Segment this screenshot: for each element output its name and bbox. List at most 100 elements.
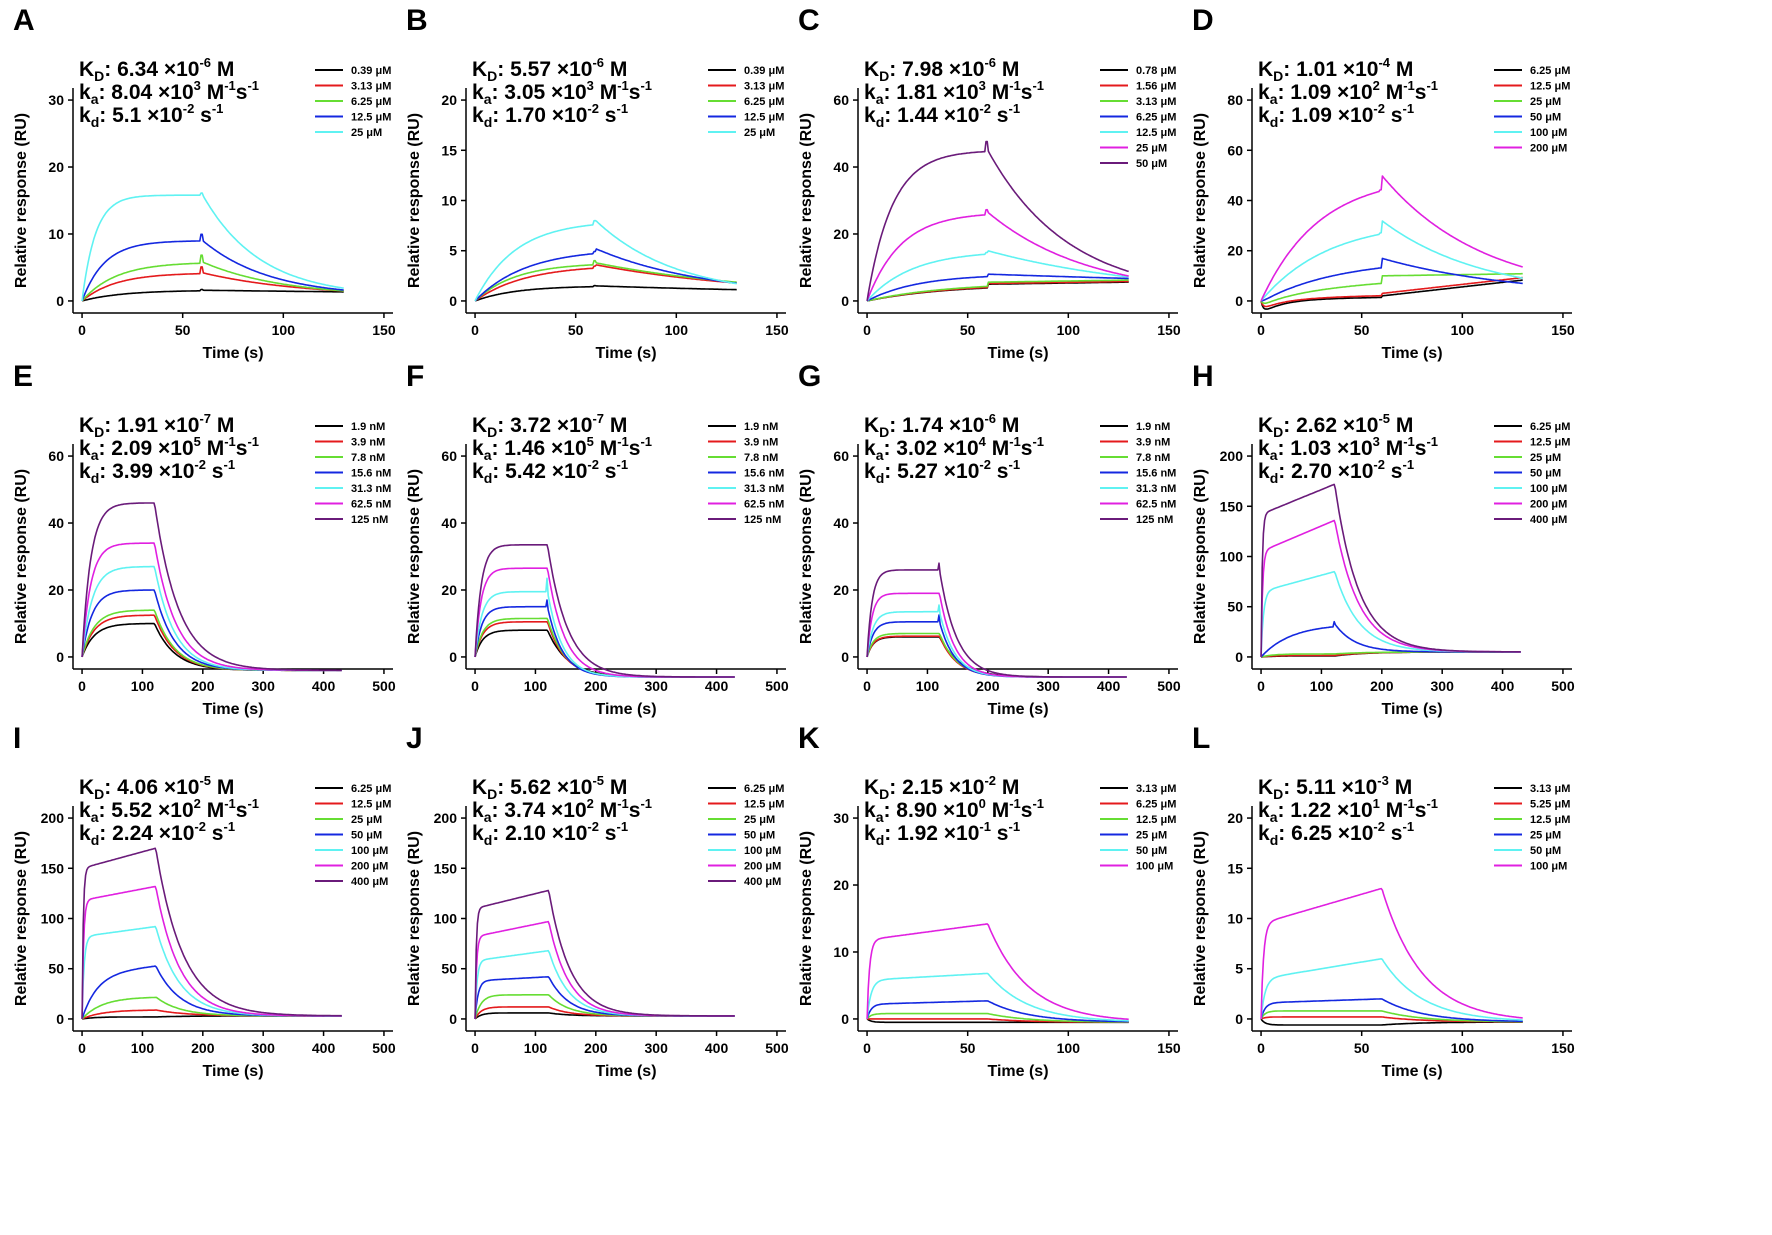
annotation-part: : 6.34 ×10 bbox=[104, 58, 199, 81]
series-line bbox=[866, 562, 1127, 678]
x-tick-label: 200 bbox=[584, 1040, 608, 1056]
x-tick-label: 0 bbox=[78, 1040, 86, 1056]
y-tick-label: 100 bbox=[41, 911, 65, 927]
legend-label: 6.25 μM bbox=[351, 96, 391, 108]
panel-h: H 0 100 200 300 400 500 0 50 100 150 200 Time (s) Rel… bbox=[1192, 360, 1575, 718]
y-tick-label: 60 bbox=[48, 448, 64, 464]
series-line bbox=[474, 577, 735, 678]
x-tick-label: 150 bbox=[1157, 1040, 1181, 1056]
annotation-part: D bbox=[879, 786, 889, 802]
annotation-part: k bbox=[472, 437, 484, 460]
annotation-part: -2 bbox=[1373, 457, 1385, 472]
ka-annotation: ka: 2.09 ×105 M-1s-1 bbox=[79, 434, 259, 463]
annotation-part: : 1.70 ×10 bbox=[492, 104, 587, 127]
y-tick-label: 60 bbox=[833, 448, 849, 464]
legend-label: 12.5 μM bbox=[744, 112, 784, 124]
annotation-part: -1 bbox=[1008, 457, 1020, 472]
annotation-part: : 8.04 ×10 bbox=[98, 81, 193, 104]
annotation-part: -5 bbox=[592, 773, 604, 788]
legend-label: 100 μM bbox=[744, 845, 781, 857]
x-tick-label: 200 bbox=[191, 678, 215, 694]
x-tick-label: 300 bbox=[645, 1040, 669, 1056]
legend-label: 125 nM bbox=[1136, 514, 1173, 526]
kd-annotation: KD: 2.62 ×10-5 M bbox=[1258, 411, 1413, 440]
kd-annotation: KD: 7.98 ×10-6 M bbox=[864, 55, 1019, 84]
annotation-part: k bbox=[472, 81, 484, 104]
y-tick-label: 20 bbox=[441, 92, 457, 108]
x-tick-label: 500 bbox=[765, 678, 789, 694]
x-tick-label: 50 bbox=[175, 322, 191, 338]
y-tick-label: 0 bbox=[449, 293, 457, 309]
x-tick-label: 300 bbox=[1037, 678, 1061, 694]
kdiss-annotation: kd: 6.25 ×10-2 s-1 bbox=[1258, 819, 1414, 848]
annotation-part: : 1.91 ×10 bbox=[104, 414, 199, 437]
annotation-part: K bbox=[79, 414, 94, 437]
y-tick-label: 50 bbox=[1227, 599, 1243, 615]
annotation-part: -2 bbox=[979, 457, 991, 472]
legend-label: 12.5 μM bbox=[1136, 127, 1176, 139]
annotation-part: k bbox=[79, 460, 91, 483]
legend-label: 1.9 nM bbox=[1136, 421, 1170, 433]
y-tick-label: 5 bbox=[1235, 961, 1243, 977]
kdiss-annotation: kd: 5.42 ×10-2 s-1 bbox=[472, 457, 628, 486]
y-axis-title: Relative response (RU) bbox=[1192, 469, 1209, 644]
series-line bbox=[81, 847, 342, 1019]
y-tick-label: 40 bbox=[833, 515, 849, 531]
kd-annotation: KD: 1.74 ×10-6 M bbox=[864, 411, 1019, 440]
annotation-part: 3 bbox=[979, 78, 986, 93]
annotation-part: k bbox=[472, 104, 484, 127]
x-tick-label: 50 bbox=[568, 322, 584, 338]
legend-label: 15.6 nM bbox=[744, 468, 784, 480]
series-line bbox=[474, 259, 737, 302]
annotation-part: K bbox=[79, 776, 94, 799]
annotation-part: : 4.06 ×10 bbox=[104, 776, 199, 799]
legend-label: 1.9 nM bbox=[744, 421, 778, 433]
x-axis-title: Time (s) bbox=[595, 345, 656, 362]
annotation-part: s bbox=[629, 81, 641, 104]
series-line bbox=[1260, 175, 1523, 302]
annotation-part: : 1.92 ×10 bbox=[884, 822, 979, 845]
annotation-part: a bbox=[484, 809, 492, 825]
annotation-part: -2 bbox=[194, 457, 206, 472]
annotation-part: : 2.10 ×10 bbox=[492, 822, 587, 845]
annotation-part: k bbox=[472, 822, 484, 845]
x-tick-label: 100 bbox=[524, 678, 548, 694]
legend-label: 3.9 nM bbox=[744, 437, 778, 449]
annotation-part: d bbox=[1270, 114, 1279, 130]
y-axis-title: Relative response (RU) bbox=[13, 113, 30, 288]
y-axis-title: Relative response (RU) bbox=[798, 831, 815, 1006]
series-line bbox=[81, 589, 342, 672]
series-line bbox=[866, 1000, 1129, 1023]
panel-j: J 0 100 200 300 400 500 0 50 100 150 200 Time (s) Rel… bbox=[406, 722, 789, 1080]
x-tick-label: 150 bbox=[1551, 1040, 1575, 1056]
y-tick-label: 0 bbox=[841, 293, 849, 309]
x-tick-label: 300 bbox=[252, 678, 276, 694]
ka-annotation: ka: 1.22 ×101 M-1s-1 bbox=[1258, 796, 1438, 825]
annotation-part: s bbox=[206, 822, 224, 845]
panel-letter: K bbox=[798, 722, 820, 755]
x-axis-title: Time (s) bbox=[987, 345, 1048, 362]
annotation-part: 0 bbox=[979, 796, 986, 811]
annotation-part: D bbox=[487, 424, 497, 440]
kdiss-annotation: kd: 1.09 ×10-2 s-1 bbox=[1258, 101, 1414, 130]
panel-letter: D bbox=[1192, 4, 1214, 37]
annotation-part: : 1.09 ×10 bbox=[1278, 104, 1373, 127]
annotation-part: D bbox=[94, 786, 104, 802]
x-tick-label: 150 bbox=[372, 322, 396, 338]
x-tick-label: 100 bbox=[524, 1040, 548, 1056]
y-tick-label: 40 bbox=[48, 515, 64, 531]
x-axis-title: Time (s) bbox=[1381, 701, 1442, 718]
x-tick-label: 200 bbox=[976, 678, 1000, 694]
x-tick-label: 400 bbox=[312, 1040, 336, 1056]
series-line bbox=[474, 248, 737, 302]
x-tick-label: 100 bbox=[916, 678, 940, 694]
x-tick-label: 400 bbox=[705, 678, 729, 694]
x-tick-label: 0 bbox=[1257, 1040, 1265, 1056]
legend-label: 125 nM bbox=[744, 514, 781, 526]
annotation-part: -2 bbox=[194, 819, 206, 834]
annotation-part: 5 bbox=[587, 434, 594, 449]
annotation-part: s bbox=[1415, 799, 1427, 822]
annotation-part: : 3.05 ×10 bbox=[491, 81, 586, 104]
legend-label: 1.9 nM bbox=[351, 421, 385, 433]
annotation-part: s bbox=[194, 104, 212, 127]
